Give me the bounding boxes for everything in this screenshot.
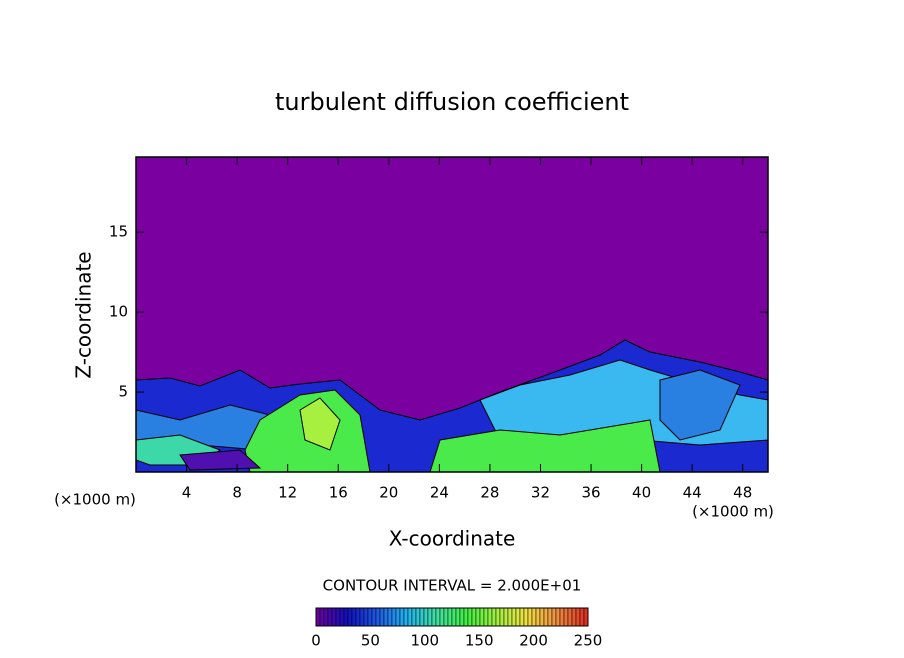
colorbar-cell <box>339 607 345 627</box>
colorbar-cell <box>403 607 409 627</box>
colorbar-cell <box>427 607 433 627</box>
colorbar-cell <box>543 607 549 627</box>
colorbar-cell <box>531 607 537 627</box>
x-tick-label: 8 <box>232 484 242 502</box>
colorbar-cell <box>383 607 389 627</box>
colorbar-cell <box>395 607 401 627</box>
colorbar-cell <box>487 607 493 627</box>
colorbar-cell <box>423 607 429 627</box>
plot-frame <box>135 156 769 473</box>
colorbar-cell <box>363 607 369 627</box>
x-unit-label: (×1000 m) <box>54 491 136 509</box>
colorbar-cell <box>359 607 365 627</box>
colorbar-cell <box>559 607 565 627</box>
colorbar-cell <box>515 607 521 627</box>
x-tick-label: 40 <box>632 484 651 502</box>
colorbar-cell <box>567 607 573 627</box>
contour-field <box>135 339 769 473</box>
colorbar-cell <box>455 607 461 627</box>
colorbar-cell <box>555 607 561 627</box>
colorbar-cell <box>387 607 393 627</box>
colorbar-cell <box>507 607 513 627</box>
x-tick-label: 16 <box>329 484 348 502</box>
colorbar-cell <box>459 607 465 627</box>
y-axis-title: Z-coordinate <box>72 251 96 378</box>
x-tick-label: 36 <box>581 484 600 502</box>
colorbar-cell <box>523 607 529 627</box>
x-tick-label: 20 <box>379 484 398 502</box>
colorbar-cell <box>575 607 581 627</box>
y-tick-label: 10 <box>109 303 128 321</box>
colorbar-cell <box>335 607 341 627</box>
x-tick-label: 4 <box>182 484 192 502</box>
colorbar-cell <box>419 607 425 627</box>
colorbar-tick-label: 100 <box>410 632 439 650</box>
colorbar-cell <box>331 607 337 627</box>
colorbar-cell <box>371 607 377 627</box>
colorbar-cell <box>323 607 329 627</box>
colorbar-tick-label: 200 <box>519 632 548 650</box>
colorbar-cell <box>355 607 361 627</box>
colorbar-cell <box>571 607 577 627</box>
colorbar-cell <box>447 607 453 627</box>
colorbar-cell <box>475 607 481 627</box>
colorbar-cell <box>503 607 509 627</box>
colorbar-cell <box>443 607 449 627</box>
x-unit-label: (×1000 m) <box>692 503 774 521</box>
colorbar-cell <box>435 607 441 627</box>
colorbar-cell <box>467 607 473 627</box>
colorbar-cell <box>407 607 413 627</box>
colorbar-cell <box>347 607 353 627</box>
colorbar-tick-label: 150 <box>465 632 494 650</box>
colorbar-cell <box>583 607 589 627</box>
colorbar-cell <box>499 607 505 627</box>
x-tick-label: 32 <box>531 484 550 502</box>
contour-interval: CONTOUR INTERVAL = 2.000E+01 <box>323 577 582 595</box>
colorbar-cell <box>411 607 417 627</box>
colorbar-cell <box>511 607 517 627</box>
colorbar-cell <box>351 607 357 627</box>
colorbar-cell <box>439 607 445 627</box>
x-tick-label: 12 <box>278 484 297 502</box>
colorbar-cell <box>539 607 545 627</box>
colorbar-cell <box>483 607 489 627</box>
colorbar-cell <box>319 607 325 627</box>
colorbar-cell <box>315 607 321 627</box>
colorbar-cell <box>391 607 397 627</box>
colorbar-cell <box>367 607 373 627</box>
colorbar-tick-label: 250 <box>574 632 603 650</box>
colorbar-cell <box>479 607 485 627</box>
colorbar-cell <box>547 607 553 627</box>
y-tick-label: 5 <box>118 383 128 401</box>
x-tick-label: 44 <box>683 484 702 502</box>
colorbar-cell <box>451 607 457 627</box>
colorbar-cell <box>327 607 333 627</box>
colorbar-cell <box>343 607 349 627</box>
x-tick-label: 48 <box>733 484 752 502</box>
colorbar-cell <box>399 607 405 627</box>
colorbar-cell <box>579 607 585 627</box>
colorbar-cell <box>535 607 541 627</box>
x-axis-title: X-coordinate <box>389 527 516 551</box>
colorbar-tick-label: 0 <box>311 632 321 650</box>
colorbar-cell <box>495 607 501 627</box>
y-tick-label: 15 <box>109 223 128 241</box>
colorbar-cell <box>415 607 421 627</box>
colorbar-cell <box>527 607 533 627</box>
colorbar-cell <box>563 607 569 627</box>
colorbar-tick-label: 50 <box>361 632 380 650</box>
chart-title: turbulent diffusion coefficient <box>275 88 629 116</box>
colorbar-cell <box>519 607 525 627</box>
x-tick-label: 24 <box>430 484 449 502</box>
colorbar-cell <box>551 607 557 627</box>
colorbar-cell <box>375 607 381 627</box>
colorbar-cell <box>431 607 437 627</box>
colorbar-cell <box>463 607 469 627</box>
x-tick-label: 28 <box>480 484 499 502</box>
colorbar-cell <box>471 607 477 627</box>
colorbar-cell <box>491 607 497 627</box>
colorbar-cell <box>379 607 385 627</box>
colorbar-frame <box>315 607 589 627</box>
